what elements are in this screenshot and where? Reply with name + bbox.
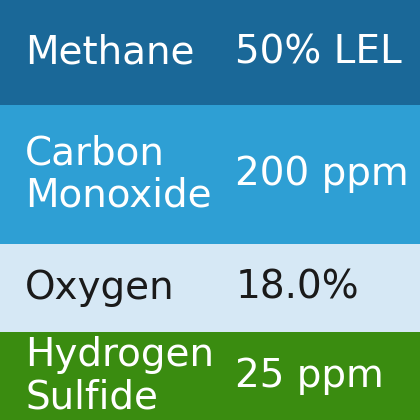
Text: 50% LEL: 50% LEL — [235, 34, 402, 71]
Bar — [0, 332, 420, 420]
Text: 18.0%: 18.0% — [235, 269, 359, 307]
Text: Methane: Methane — [25, 34, 195, 71]
Text: Hydrogen
Sulfide: Hydrogen Sulfide — [25, 336, 214, 416]
Bar — [0, 105, 420, 244]
Bar — [0, 0, 420, 105]
Text: 200 ppm: 200 ppm — [235, 155, 409, 193]
Text: 25 ppm: 25 ppm — [235, 357, 384, 395]
Bar — [0, 244, 420, 332]
Text: Carbon
Monoxide: Carbon Monoxide — [25, 134, 212, 215]
Text: Oxygen: Oxygen — [25, 269, 175, 307]
